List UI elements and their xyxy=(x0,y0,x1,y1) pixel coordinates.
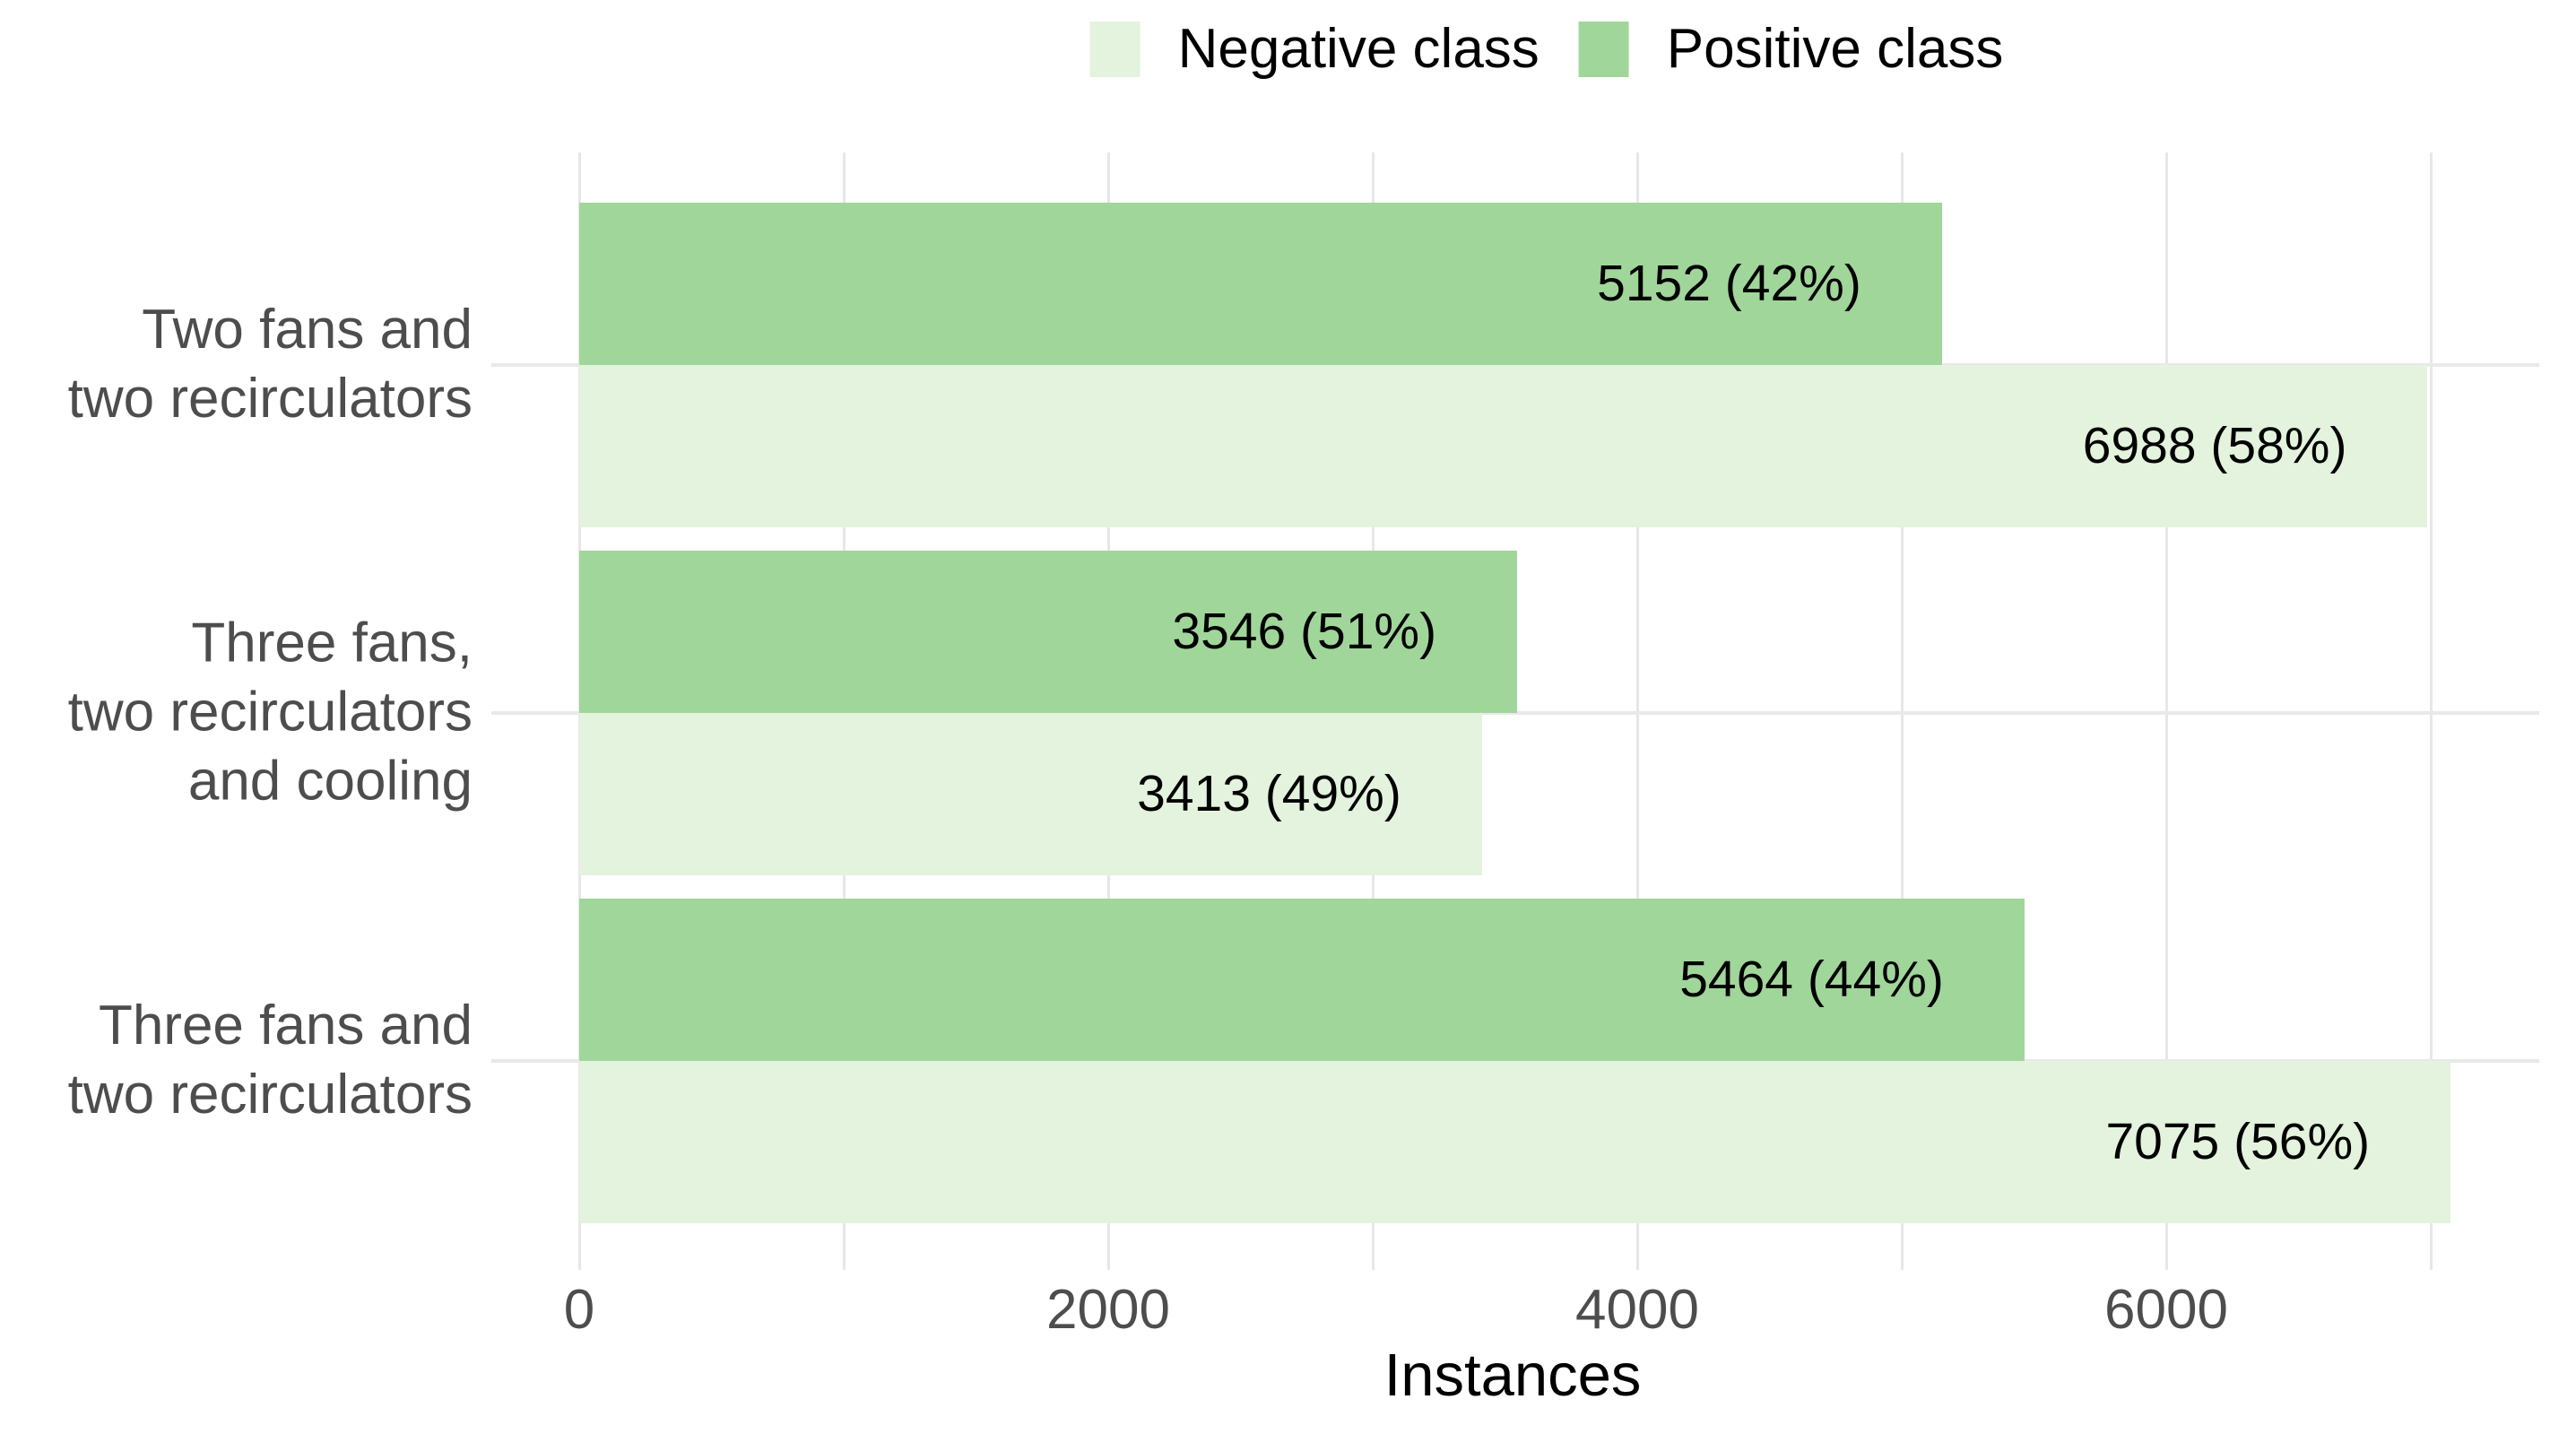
legend-label: Negative class xyxy=(1177,18,1540,80)
legend-label: Positive class xyxy=(1666,18,2004,80)
bar-negative-two-fans-two-recirculators: 6988 (58%) xyxy=(579,365,2428,527)
bar-negative-three-fans-two-recirculators: 7075 (56%) xyxy=(579,1061,2451,1223)
bar-negative-three-fans-two-recirculators-cooling: 3413 (49%) xyxy=(579,713,1482,875)
legend-swatch-positive-class xyxy=(1578,22,1629,77)
bar-value-label: 5464 (44%) xyxy=(1679,951,1944,1008)
category-label-two-fans-two-recirculators: Two fans and two recirculators xyxy=(67,299,473,430)
bar-value-label: 7075 (56%) xyxy=(2105,1113,2371,1170)
x-tick-label-6000: 6000 xyxy=(2104,1279,2228,1341)
x-axis-title: Instances xyxy=(1383,1342,1642,1409)
x-tick-label-4000: 4000 xyxy=(1575,1279,1699,1341)
bar-value-label: 5152 (42%) xyxy=(1597,255,1861,312)
bar-value-label: 6988 (58%) xyxy=(2082,417,2347,474)
bar-value-label: 3546 (51%) xyxy=(1172,603,1437,660)
bar-positive-three-fans-two-recirculators-cooling: 3546 (51%) xyxy=(579,551,1518,713)
gridline-category-1 xyxy=(491,711,2539,715)
legend-item-positive-class: Positive class xyxy=(1578,18,2004,80)
category-label-three-fans-two-recirculators: Three fans and two recirculators xyxy=(67,995,473,1125)
bar-positive-three-fans-two-recirculators: 5464 (44%) xyxy=(579,899,2025,1061)
category-label-three-fans-two-recirculators-cooling: Three fans, two recirculators and coolin… xyxy=(67,612,473,813)
bar-positive-two-fans-two-recirculators: 5152 (42%) xyxy=(579,203,1942,365)
bar-value-label: 3413 (49%) xyxy=(1137,765,1401,822)
x-tick-label-0: 0 xyxy=(563,1279,595,1341)
legend-item-negative-class: Negative class xyxy=(1089,18,1540,80)
legend: Negative class Positive class xyxy=(1089,18,2004,80)
legend-swatch-negative-class xyxy=(1089,22,1141,77)
x-tick-label-2000: 2000 xyxy=(1046,1279,1170,1341)
